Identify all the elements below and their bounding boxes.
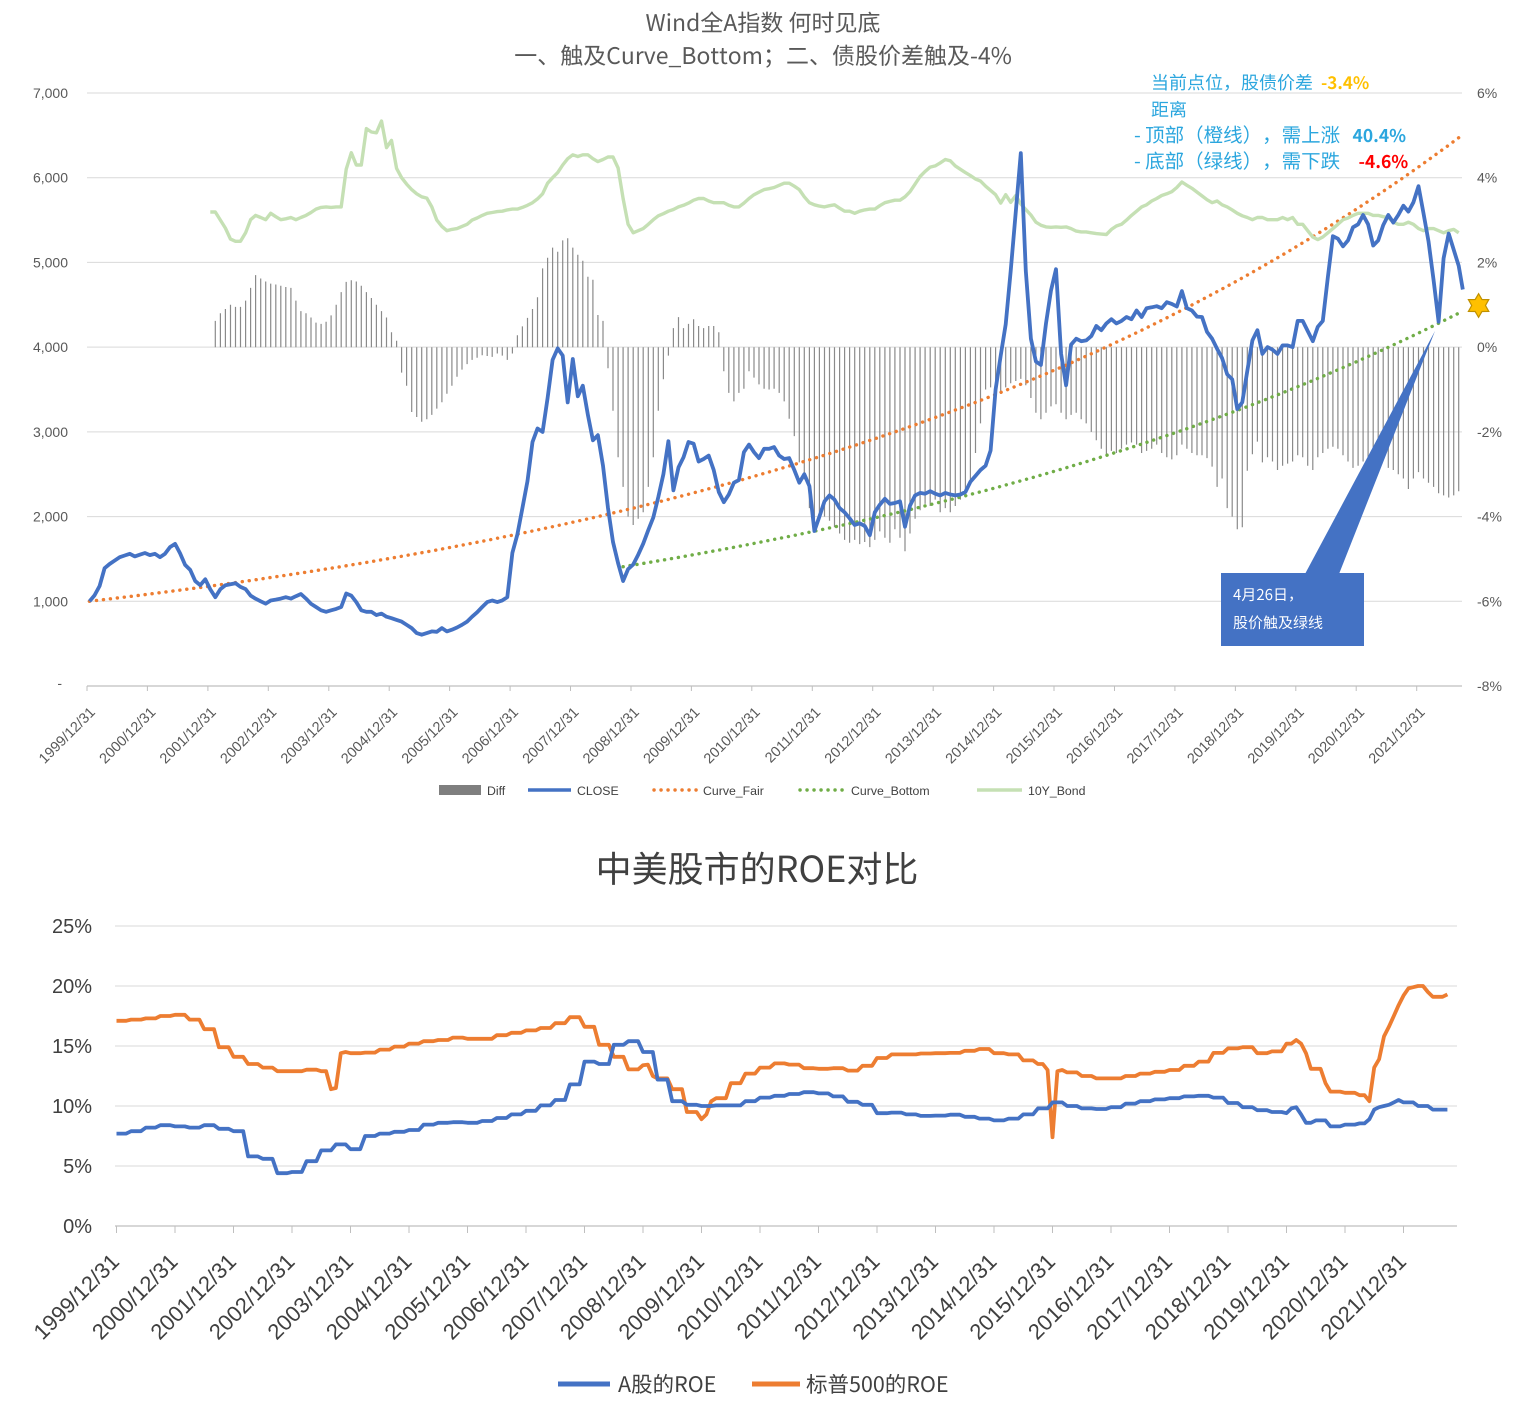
- svg-text:4,000: 4,000: [33, 339, 68, 355]
- svg-text:10Y_Bond: 10Y_Bond: [1028, 784, 1086, 798]
- svg-text:Curve_Bottom: Curve_Bottom: [851, 784, 930, 798]
- svg-text:6%: 6%: [1477, 85, 1497, 101]
- svg-text:15%: 15%: [52, 1036, 92, 1058]
- svg-text:Curve_Fair: Curve_Fair: [703, 784, 764, 798]
- svg-text:6,000: 6,000: [33, 170, 68, 186]
- svg-text:-: -: [57, 675, 62, 691]
- svg-text:5%: 5%: [63, 1156, 92, 1178]
- svg-text:-2%: -2%: [1477, 424, 1502, 440]
- svg-text:4%: 4%: [1477, 170, 1497, 186]
- svg-text:2%: 2%: [1477, 254, 1497, 270]
- svg-text:Diff: Diff: [487, 784, 506, 798]
- svg-text:-4%: -4%: [1477, 509, 1502, 525]
- svg-text:0%: 0%: [63, 1216, 92, 1238]
- svg-text:3,000: 3,000: [33, 424, 68, 440]
- svg-text:-6%: -6%: [1477, 593, 1502, 609]
- svg-text:25%: 25%: [52, 916, 92, 938]
- svg-text:7,000: 7,000: [33, 85, 68, 101]
- svg-text:0%: 0%: [1477, 339, 1497, 355]
- svg-text:-8%: -8%: [1477, 678, 1502, 694]
- svg-text:10%: 10%: [52, 1096, 92, 1118]
- svg-text:5,000: 5,000: [33, 254, 68, 270]
- svg-text:2,000: 2,000: [33, 509, 68, 525]
- svg-text:1,000: 1,000: [33, 593, 68, 609]
- svg-text:20%: 20%: [52, 976, 92, 998]
- svg-text:CLOSE: CLOSE: [577, 784, 619, 798]
